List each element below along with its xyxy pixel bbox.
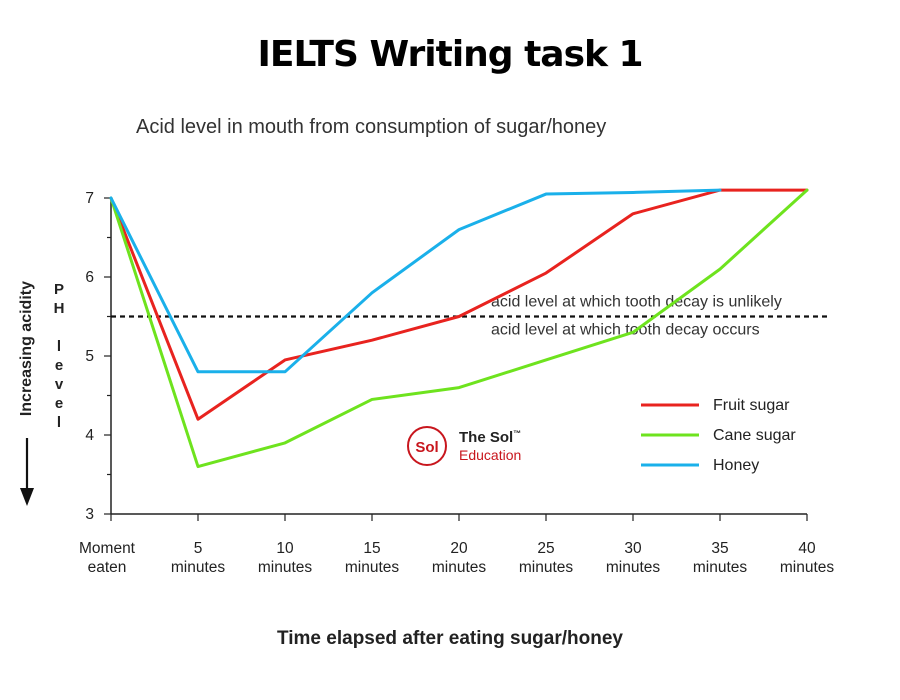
x-tick-label: minutes [780, 559, 835, 576]
ph-axis-label: P H l e v e l [52, 280, 66, 440]
logo-mark-text: Sol [415, 439, 438, 456]
x-tick-label: 20 [450, 540, 468, 557]
ph-letter: e [54, 357, 64, 374]
x-tick-label: minutes [606, 559, 661, 576]
x-tick-label: 10 [276, 540, 294, 557]
ph-letter: H [53, 300, 65, 317]
y-tick-label: 7 [85, 190, 94, 207]
chart-title: Acid level in mouth from consumption of … [136, 116, 607, 138]
brand-logo: Sol The Sol™ Education [405, 424, 565, 468]
y-tick-label: 5 [85, 348, 94, 365]
x-tick-label: minutes [432, 559, 487, 576]
y-tick-label: 4 [85, 427, 94, 444]
ph-letter: l [56, 338, 62, 355]
logo-name-line1: The Sol™ [459, 429, 522, 446]
x-tick-label: 25 [537, 540, 554, 557]
series-line-0 [109, 188, 809, 421]
legend-label: Cane sugar [713, 427, 796, 444]
x-tick-label: Moment [79, 540, 136, 557]
threshold-label-below: acid level at which tooth decay occurs [491, 322, 760, 339]
legend-label: Fruit sugar [713, 397, 790, 414]
ph-letter: l [56, 414, 62, 431]
x-tick-label: 35 [711, 540, 728, 557]
y-tick-label: 6 [85, 269, 94, 286]
y-tick-label: 3 [85, 506, 94, 523]
x-tick-label: eaten [88, 559, 127, 576]
x-tick-label: minutes [693, 559, 748, 576]
logo-name-line2: Education [459, 447, 522, 463]
x-tick-label: minutes [519, 559, 574, 576]
x-tick-label: 15 [363, 540, 380, 557]
ph-letter: P [53, 281, 64, 298]
x-tick-label: 5 [194, 540, 203, 557]
x-tick-label: 30 [624, 540, 642, 557]
x-tick-label: minutes [171, 559, 226, 576]
x-tick-label: minutes [258, 559, 313, 576]
series-line-2 [109, 188, 722, 374]
ph-letter: e [54, 395, 64, 412]
ph-letter: v [54, 376, 64, 393]
x-axis-label: Time elapsed after eating sugar/honey [277, 628, 623, 649]
arrow-down-icon [20, 438, 34, 506]
threshold-label-above: acid level at which tooth decay is unlik… [491, 294, 782, 311]
series-line-1 [109, 188, 809, 469]
x-tick-label: minutes [345, 559, 400, 576]
headline: IELTS Writing task 1 [257, 34, 643, 75]
x-tick-label: 40 [798, 540, 816, 557]
sol-logo-icon: Sol [407, 426, 447, 466]
legend-label: Honey [713, 457, 759, 474]
